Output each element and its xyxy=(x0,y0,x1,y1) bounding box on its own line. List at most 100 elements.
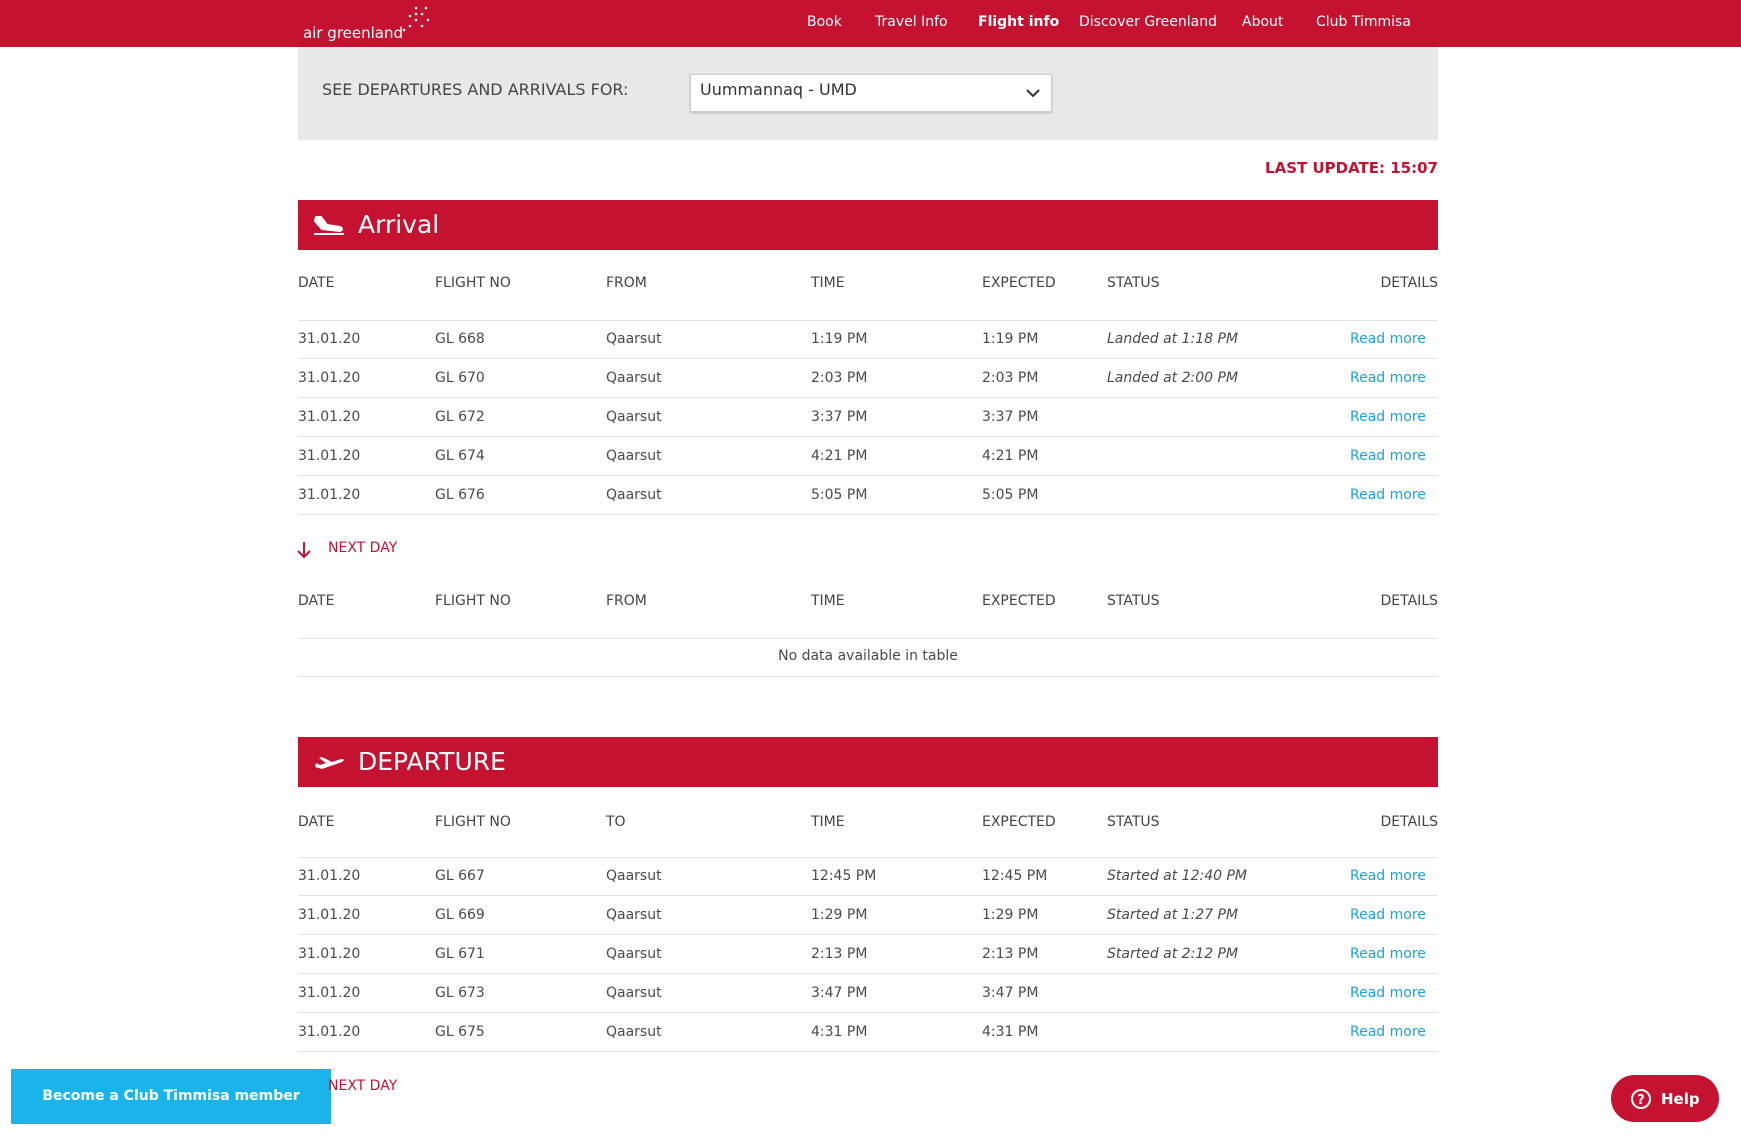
row-divider xyxy=(298,475,1438,476)
selector-label: SEE DEPARTURES AND ARRIVALS FOR: xyxy=(322,80,629,99)
next-day-label: NEXT DAY xyxy=(328,540,398,556)
club-cta-button[interactable] xyxy=(11,1069,331,1124)
nav-link[interactable]: Discover Greenland xyxy=(1079,14,1217,30)
column-header: DATE xyxy=(298,814,335,830)
no-data: No data available in table xyxy=(778,648,958,664)
cell: 2:03 PM xyxy=(982,370,1039,386)
nav-link[interactable]: Club Timmisa xyxy=(1316,14,1411,30)
cell: 3:47 PM xyxy=(982,985,1039,1001)
departure-icon xyxy=(315,757,344,769)
cell: 31.01.20 xyxy=(298,448,361,464)
cell: Qaarsut xyxy=(606,331,662,347)
read-more-link[interactable]: Read more xyxy=(1350,409,1426,425)
cell: 31.01.20 xyxy=(298,331,361,347)
column-header: TIME xyxy=(811,275,845,291)
column-header: EXPECTED xyxy=(982,814,1056,830)
column-header: TIME xyxy=(811,814,845,830)
cell: 5:05 PM xyxy=(982,487,1039,503)
row-divider xyxy=(298,1051,1438,1052)
cta-label[interactable]: Become a Club Timmisa member xyxy=(42,1088,300,1104)
cell: Qaarsut xyxy=(606,946,662,962)
column-header: FROM xyxy=(606,593,647,609)
cell: 3:37 PM xyxy=(982,409,1039,425)
column-header: STATUS xyxy=(1107,593,1160,609)
cell: GL 669 xyxy=(435,907,485,923)
column-header: DETAILS xyxy=(1380,275,1438,291)
cell: 31.01.20 xyxy=(298,487,361,503)
column-header: FLIGHT NO xyxy=(435,275,511,291)
read-more-link[interactable]: Read more xyxy=(1350,370,1426,386)
read-more-link[interactable]: Read more xyxy=(1350,331,1426,347)
cell: 4:21 PM xyxy=(811,448,868,464)
selector-value: Uummannaq - UMD xyxy=(700,80,857,99)
column-header: STATUS xyxy=(1107,814,1160,830)
nav-bar xyxy=(0,0,1741,47)
row-divider xyxy=(298,1012,1438,1013)
read-more-link[interactable]: Read more xyxy=(1350,448,1426,464)
cell: 4:21 PM xyxy=(982,448,1039,464)
cell: 31.01.20 xyxy=(298,946,361,962)
airport-select[interactable] xyxy=(690,74,1052,112)
column-header: FROM xyxy=(606,275,647,291)
arrival-icon xyxy=(313,216,344,235)
section-title: Arrival xyxy=(358,210,440,239)
nav-link[interactable]: About xyxy=(1242,14,1284,30)
read-more-link[interactable]: Read more xyxy=(1350,487,1426,503)
nav-link[interactable]: Travel Info xyxy=(875,14,948,30)
cell: Qaarsut xyxy=(606,448,662,464)
column-header: TO xyxy=(606,814,626,830)
cell: 4:31 PM xyxy=(982,1024,1039,1040)
cell: Qaarsut xyxy=(606,1024,662,1040)
read-more-link[interactable]: Read more xyxy=(1350,946,1426,962)
cell: Qaarsut xyxy=(606,409,662,425)
departure-band xyxy=(298,737,1438,787)
read-more-link[interactable]: Read more xyxy=(1350,868,1426,884)
row-divider xyxy=(298,895,1438,896)
chevron xyxy=(1026,89,1040,98)
cell: 31.01.20 xyxy=(298,868,361,884)
cell: Qaarsut xyxy=(606,985,662,1001)
nav-link[interactable]: Flight info xyxy=(978,14,1060,30)
column-header: DETAILS xyxy=(1380,593,1438,609)
status: Landed at 2:00 PM xyxy=(1107,370,1239,386)
row-divider xyxy=(298,514,1438,515)
row-divider xyxy=(298,973,1438,974)
column-header: DATE xyxy=(298,275,335,291)
cell: 12:45 PM xyxy=(811,868,877,884)
row-divider xyxy=(298,436,1438,437)
cell: 2:03 PM xyxy=(811,370,868,386)
logo-mark xyxy=(402,6,430,32)
next-day-label: NEXT DAY xyxy=(328,1078,398,1094)
cell: Qaarsut xyxy=(606,907,662,923)
row-divider xyxy=(298,638,1438,639)
cell: Qaarsut xyxy=(606,487,662,503)
column-header: STATUS xyxy=(1107,275,1160,291)
status: Started at 2:12 PM xyxy=(1107,946,1239,962)
cell: 3:47 PM xyxy=(811,985,868,1001)
column-header: EXPECTED xyxy=(982,275,1056,291)
read-more-link[interactable]: Read more xyxy=(1350,985,1426,1001)
cell: 31.01.20 xyxy=(298,370,361,386)
cell: GL 668 xyxy=(435,331,485,347)
cell: 31.01.20 xyxy=(298,907,361,923)
cell: GL 671 xyxy=(435,946,485,962)
nav-link[interactable]: Book xyxy=(807,14,842,30)
cell: 1:19 PM xyxy=(982,331,1039,347)
help-label[interactable]: Help xyxy=(1661,1090,1700,1108)
svg-text:?: ? xyxy=(1637,1093,1645,1108)
cell: 1:29 PM xyxy=(982,907,1039,923)
status: Started at 12:40 PM xyxy=(1107,868,1247,884)
row-divider xyxy=(298,857,1438,858)
read-more-link[interactable]: Read more xyxy=(1350,1024,1426,1040)
row-divider xyxy=(298,358,1438,359)
last-update: LAST UPDATE: 15:07 xyxy=(1265,159,1438,177)
section-title: DEPARTURE xyxy=(358,747,506,776)
column-header: TIME xyxy=(811,593,845,609)
help-button[interactable]: ? xyxy=(1611,1075,1719,1122)
status: Started at 1:27 PM xyxy=(1107,907,1239,923)
read-more-link[interactable]: Read more xyxy=(1350,907,1426,923)
column-header: DATE xyxy=(298,593,335,609)
cell: 3:37 PM xyxy=(811,409,868,425)
